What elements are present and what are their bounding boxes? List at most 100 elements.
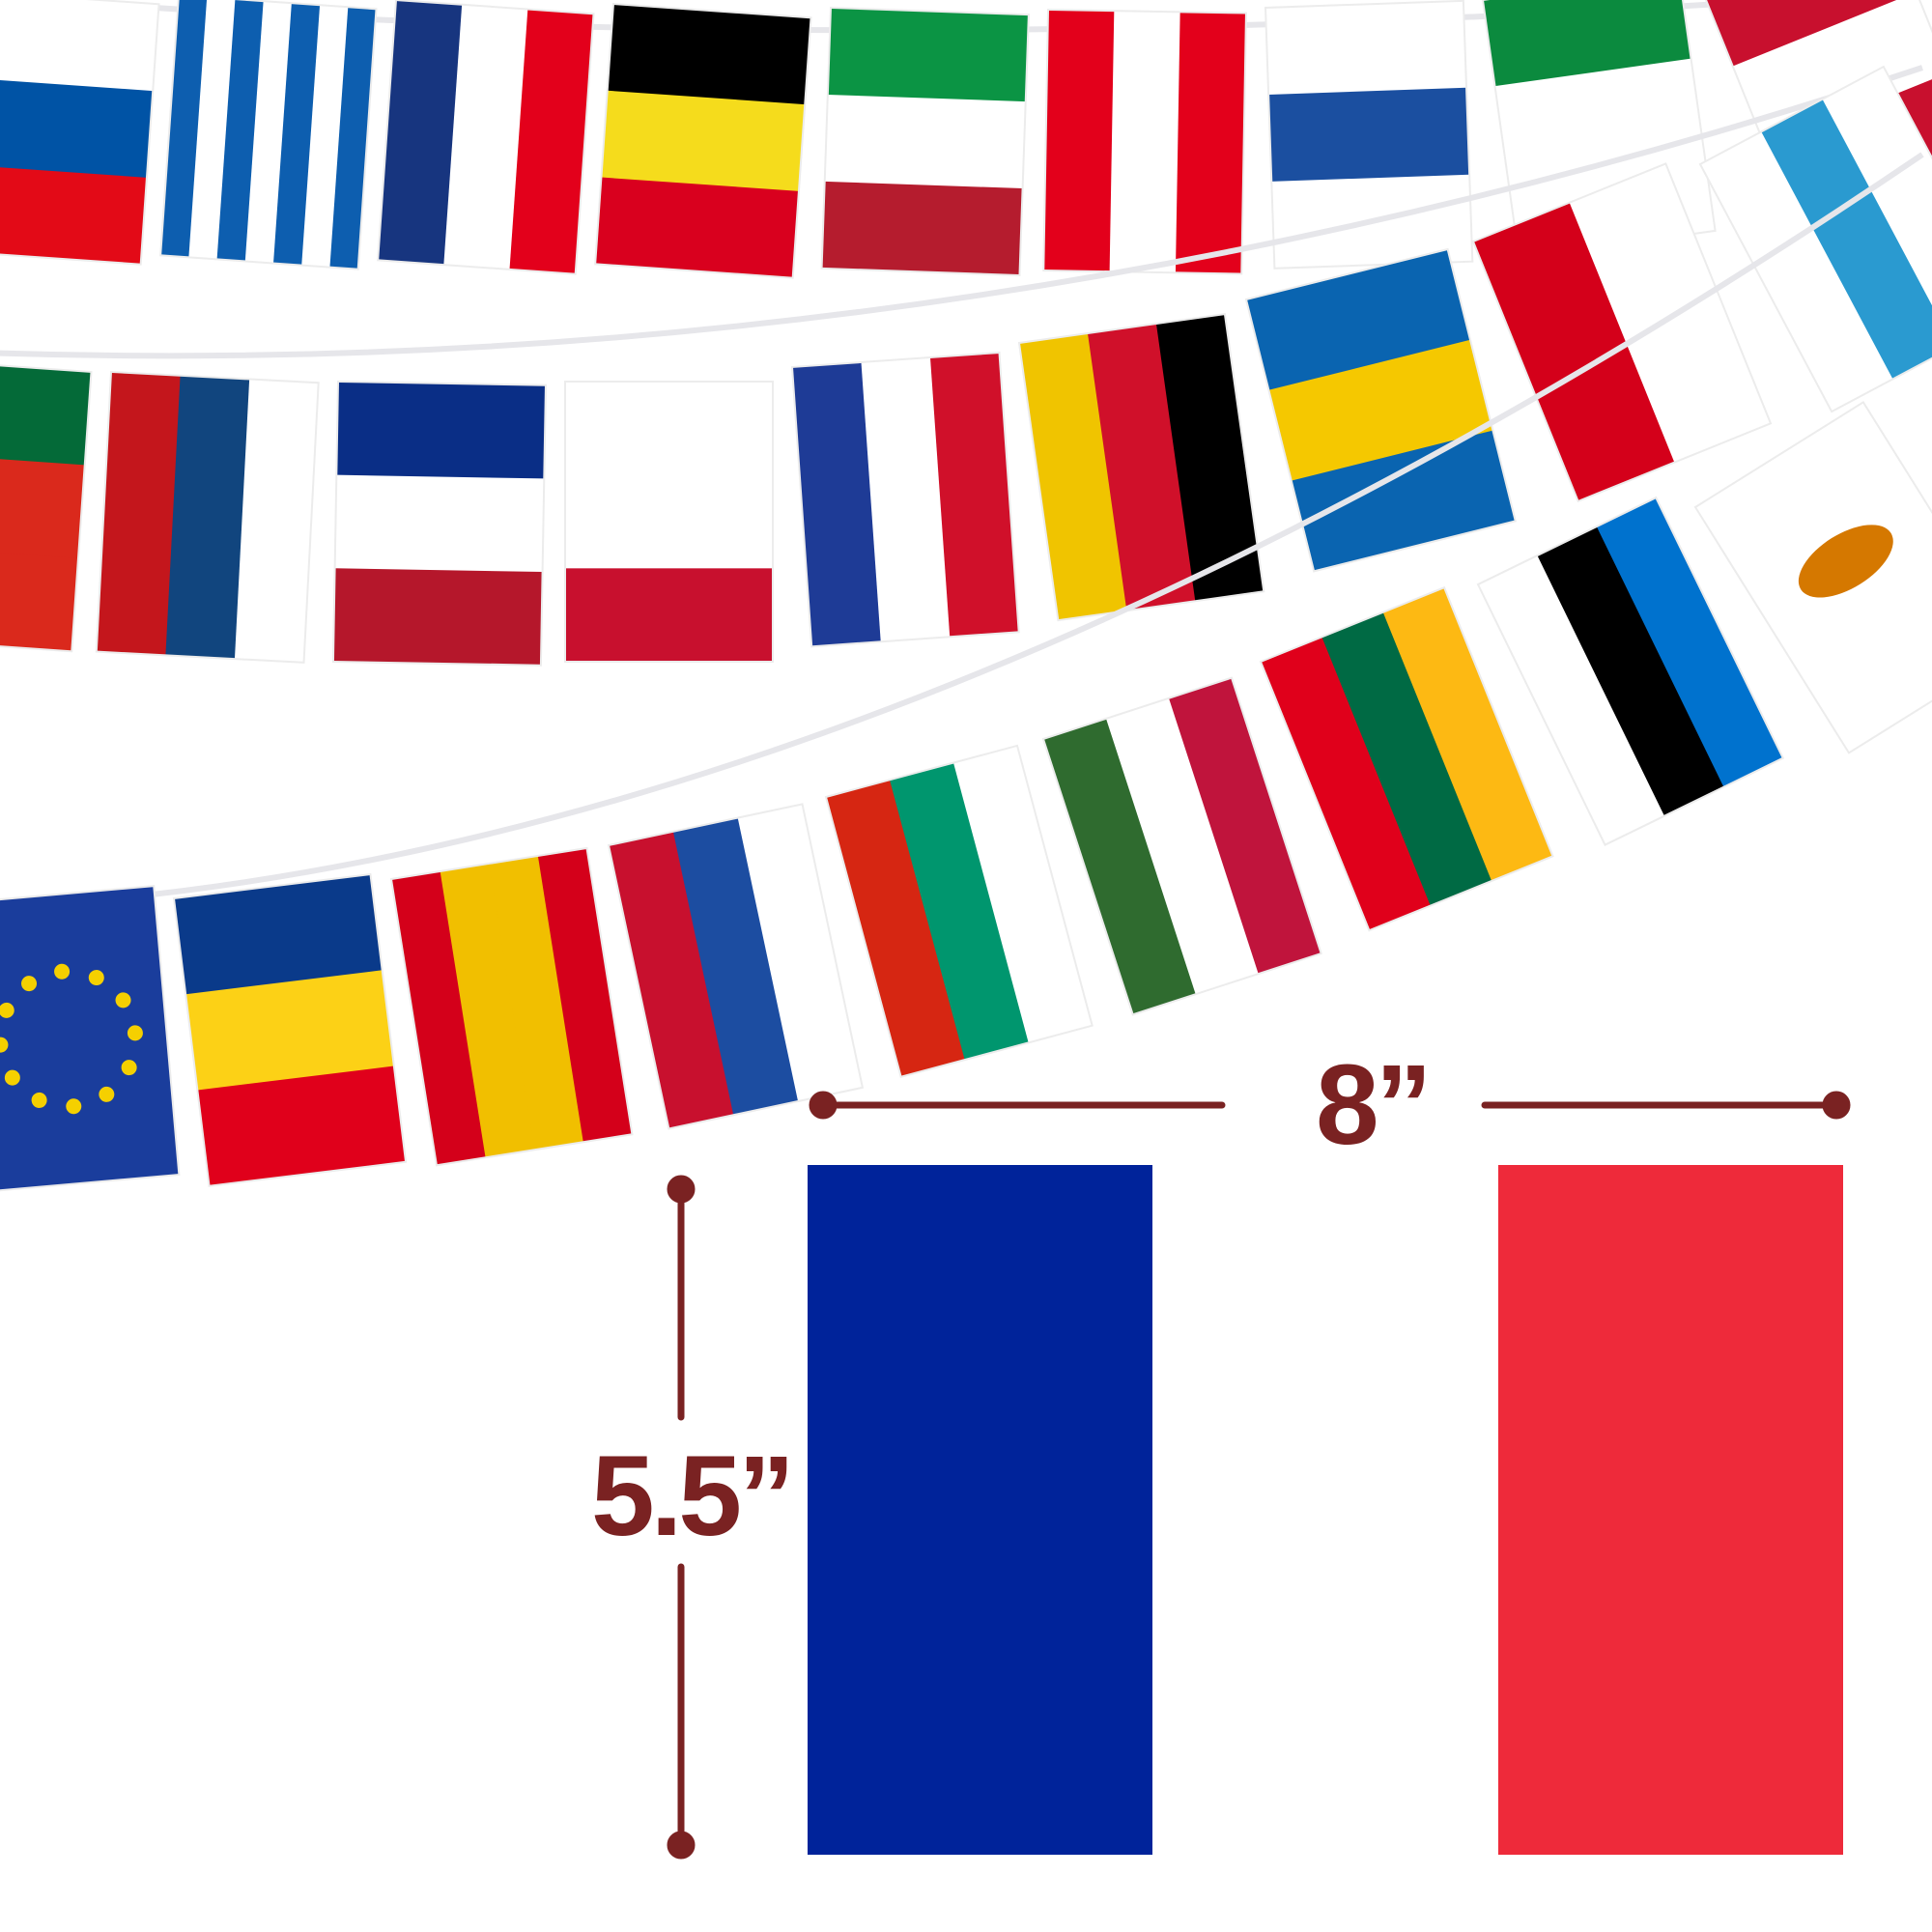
flag-stripe — [890, 762, 1030, 1061]
flag-edge — [0, 355, 93, 653]
flag-edge — [95, 370, 320, 664]
flag-stripe — [96, 372, 182, 656]
flag-stripe — [378, 0, 463, 266]
flag-stripe — [273, 3, 321, 266]
flag-stripe — [244, 1, 293, 264]
flag-stripe — [1268, 87, 1470, 183]
flag-stripe — [1382, 587, 1553, 881]
france-flag-icon — [331, 380, 547, 667]
flag-stripe — [861, 356, 951, 642]
flag-stripe — [1537, 526, 1724, 816]
flag-edge — [1471, 162, 1773, 503]
belgium-flag-icon — [594, 2, 812, 279]
estonia-flag-icon — [1476, 496, 1785, 846]
flag-stripe — [174, 874, 383, 995]
flag-edge — [824, 744, 1094, 1079]
flag-stripe — [1700, 0, 1917, 67]
italy-flag-icon — [820, 6, 1030, 277]
star-icon — [4, 1069, 20, 1086]
bunting-string — [0, 152, 1924, 910]
flag-edge — [594, 2, 812, 279]
flag-stripe — [197, 1065, 407, 1187]
flag-stripe — [792, 361, 882, 647]
flag-stripe — [1109, 11, 1181, 273]
flag-edge — [790, 351, 1020, 648]
flag-stripe — [1569, 163, 1772, 463]
height-endpoint-bottom — [667, 1831, 696, 1860]
flag-stripe — [537, 847, 633, 1143]
austria-flag-icon — [1042, 8, 1247, 275]
flag-stripe — [1246, 248, 1471, 391]
flag-stripe — [1043, 718, 1197, 1015]
flag-stripe — [672, 817, 799, 1116]
flag-edge — [1259, 585, 1554, 932]
czechia-flag-icon — [95, 370, 320, 664]
flag-stripe — [509, 9, 594, 274]
height-label: 5.5” — [591, 1433, 795, 1560]
luxembourg-flag-icon — [1698, 65, 1932, 413]
flag-stripe — [595, 177, 799, 279]
star-icon — [127, 1025, 143, 1041]
flag-stripe — [826, 780, 966, 1077]
flag-stripe — [1105, 697, 1260, 995]
star-icon — [0, 1037, 9, 1053]
flag-edge — [1476, 496, 1785, 846]
flag-stripe — [234, 379, 320, 663]
flag-stripe — [1483, 0, 1691, 87]
star-icon — [88, 970, 104, 986]
star-icon — [31, 1092, 47, 1108]
star-icon — [21, 976, 38, 992]
hungary-flag-icon — [1041, 676, 1322, 1016]
spain-flag-icon — [389, 846, 634, 1167]
flag-stripe — [0, 886, 180, 1193]
bulgaria-flag-icon — [824, 744, 1094, 1079]
flag-stripe — [0, 76, 154, 179]
featured-flag-red-panel — [1498, 1165, 1843, 1855]
flag-stripe — [827, 8, 1029, 102]
flag-stripe — [1494, 58, 1704, 173]
flag-stripe — [1268, 339, 1493, 482]
flag-stripe — [332, 568, 543, 667]
flag-stripe — [737, 804, 864, 1102]
flag-stripe — [1043, 10, 1115, 272]
flag-edge — [377, 0, 595, 275]
flag-stripe — [336, 382, 546, 479]
star-icon — [0, 1002, 14, 1018]
bunting-string — [0, 65, 1923, 359]
flag-stripe — [824, 94, 1026, 189]
flag-stripe — [440, 863, 535, 1158]
flag-stripe — [443, 4, 528, 270]
flag-stripe — [301, 5, 349, 268]
lithuania-flag-icon — [1259, 585, 1554, 932]
flag-edge — [564, 381, 774, 663]
flag-edge — [331, 380, 547, 667]
star-icon — [115, 992, 131, 1009]
flag-stripe — [329, 7, 377, 270]
sweden-flag-icon — [1244, 247, 1517, 573]
poland-flag-icon — [1471, 162, 1773, 503]
flag-stripe — [0, 450, 85, 559]
island-emblem-icon — [1798, 525, 1893, 598]
flag-bunting — [0, 0, 1932, 1193]
star-icon — [54, 963, 71, 980]
flag-stripe — [1596, 497, 1784, 787]
flag-stripe — [601, 90, 806, 192]
flag-edge — [1698, 65, 1932, 413]
flag-stripe — [1478, 554, 1665, 845]
cyprus-flag-icon — [1693, 400, 1932, 754]
flag-stripe — [609, 831, 734, 1129]
flag-stripe — [565, 568, 773, 663]
flag-stripe — [1822, 66, 1932, 347]
flag-stripe — [1473, 202, 1675, 501]
flag-stripe — [0, 357, 92, 466]
flag-stripe — [565, 474, 773, 569]
flag-stripe — [607, 4, 811, 105]
greece-flag-icon — [159, 0, 378, 270]
malta-flag-icon — [564, 381, 774, 663]
flag-stripe — [0, 543, 78, 652]
flag-stripe — [0, 0, 159, 92]
featured-flag-blue-panel — [808, 1165, 1152, 1855]
flag-edge — [1693, 400, 1932, 754]
flag-edge — [820, 6, 1030, 277]
flag-stripe — [216, 0, 265, 262]
